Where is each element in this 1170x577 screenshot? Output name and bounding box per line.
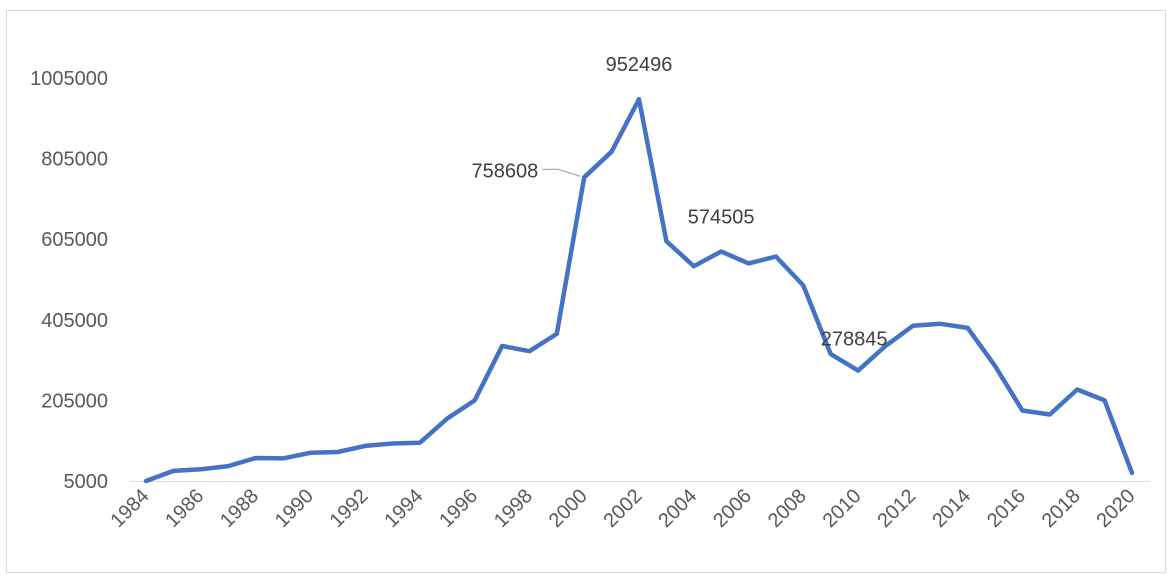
data-labels: 758608 952496 574505 278845: [471, 54, 887, 350]
x-tick-label: 2008: [764, 485, 811, 532]
y-tick-label: 805000: [41, 149, 108, 171]
x-tick-label: 1998: [490, 485, 537, 532]
data-label: 278845: [821, 329, 888, 351]
x-tick-label: 2000: [545, 485, 592, 532]
data-label: 952496: [606, 54, 673, 76]
y-tick-label: 1005000: [30, 68, 108, 90]
x-tick-label: 1994: [380, 485, 427, 532]
y-tick-label: 605000: [41, 229, 108, 251]
data-label-leader-line: [542, 168, 581, 177]
x-tick-label: 1996: [435, 485, 482, 532]
x-tick-label: 2020: [1093, 485, 1140, 532]
y-tick-label: 5000: [64, 471, 109, 493]
x-tick-label: 1988: [216, 485, 263, 532]
x-tick-label: 1986: [161, 485, 208, 532]
x-tick-label: 2002: [600, 485, 647, 532]
data-label: 758608: [471, 160, 538, 182]
x-tick-label: 2014: [928, 485, 975, 532]
series-line: [143, 96, 1135, 484]
x-tick-label: 1992: [326, 485, 373, 532]
y-tick-label: 205000: [41, 390, 108, 412]
series-group: [143, 96, 1135, 484]
x-tick-label: 2006: [709, 485, 756, 532]
x-tick-label: 1984: [107, 485, 154, 532]
y-tick-label: 405000: [41, 310, 108, 332]
y-axis: 5000 205000 405000 605000 805000 1005000: [30, 68, 108, 493]
x-tick-label: 2018: [1038, 485, 1085, 532]
x-tick-label: 2016: [983, 485, 1030, 532]
x-tick-label: 2012: [873, 485, 920, 532]
x-tick-label: 1990: [271, 485, 318, 532]
x-tick-label: 2010: [819, 485, 866, 532]
x-axis: 1984 1986 1988 1990 1992 1994 1996 1998 2000 2002…: [107, 485, 1140, 532]
chart-frame: [6, 10, 1166, 573]
x-tick-label: 2004: [654, 485, 701, 532]
data-label: 574505: [688, 206, 755, 228]
